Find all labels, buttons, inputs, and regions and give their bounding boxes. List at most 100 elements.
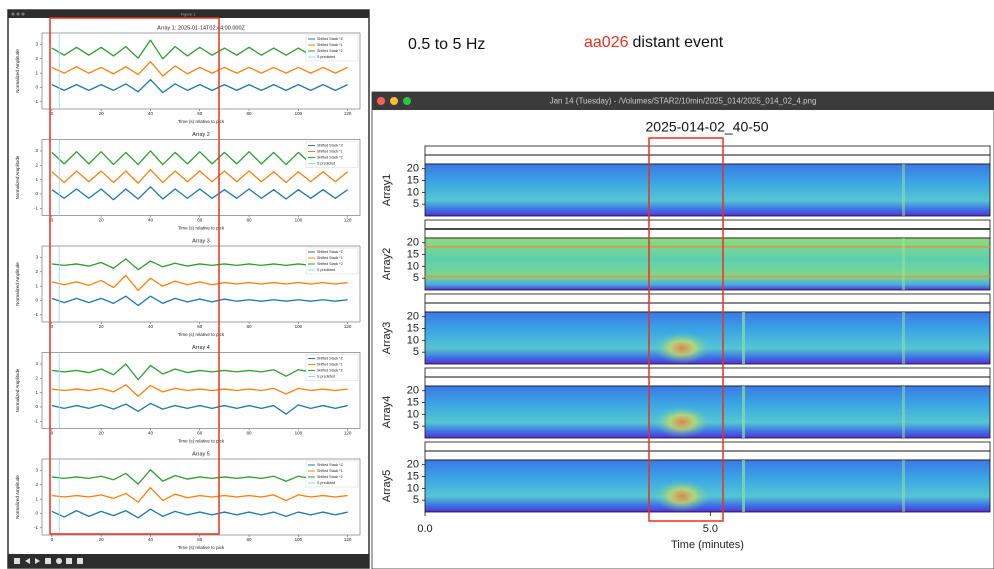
spectrogram: [425, 312, 990, 364]
transient: [902, 386, 905, 438]
y-axis-label: Normalized Amplitude: [15, 368, 20, 412]
y-tick-label: 20: [407, 385, 419, 397]
y-axis-label: Normalized Amplitude: [15, 475, 20, 519]
y-tick-label: 5: [413, 494, 419, 506]
window-button[interactable]: [21, 12, 24, 15]
x-tick-label: 20: [99, 537, 105, 542]
window-button[interactable]: [16, 12, 19, 15]
y-tick-label: 15: [407, 248, 419, 260]
x-axis-label: Time (s) relative to pick: [178, 332, 225, 337]
x-tick-label: 120: [344, 537, 352, 542]
home-button[interactable]: [14, 558, 20, 564]
x-tick-label: 100: [295, 431, 303, 436]
x-tick-label: 120: [344, 218, 352, 223]
x-tick-label: 0.0: [417, 523, 432, 535]
x-tick-label: 20: [99, 111, 105, 116]
y-tick-label: -1: [34, 206, 38, 211]
x-tick-label: 40: [148, 111, 154, 116]
transient: [742, 312, 745, 364]
pan-button[interactable]: [45, 558, 51, 564]
legend-label: Shifted Stack *Z: [317, 463, 344, 467]
event-energy: [654, 480, 710, 512]
x-tick-label: 20: [99, 431, 105, 436]
spectral-line: [425, 275, 990, 277]
y-tick-label: 10: [407, 482, 419, 494]
legend-label: Shifted Stack *Z: [317, 143, 344, 147]
save-button[interactable]: [77, 558, 83, 564]
x-tick-label: 40: [148, 324, 154, 329]
legend-label: Shifted Stack *2: [317, 475, 343, 479]
panel-title: Array 1: 2025-01-14T02:44:00.000Z: [157, 25, 245, 31]
event-id: aa026: [584, 34, 629, 51]
y-axis-label: Normalized Amplitude: [15, 49, 20, 93]
settings-button[interactable]: [66, 558, 72, 564]
x-tick-label: 100: [295, 111, 303, 116]
y-tick-label: 15: [407, 174, 419, 186]
y-tick-label: 20: [407, 163, 419, 175]
panel-title: Array 5: [192, 451, 210, 457]
plot-title: 2025-014-02_40-50: [646, 119, 769, 135]
x-tick-label: 60: [197, 431, 203, 436]
x-tick-label: 100: [295, 218, 303, 223]
y-tick-label: -1: [34, 312, 38, 317]
y-tick-label: 15: [407, 470, 419, 482]
x-tick-label: 120: [344, 431, 352, 436]
x-tick-label: 60: [197, 111, 203, 116]
minimize-button[interactable]: [390, 97, 398, 105]
figure-title: Figure 1: [181, 12, 196, 17]
x-tick-label: 80: [247, 218, 253, 223]
x-tick-label: 120: [344, 111, 352, 116]
toolbar: [8, 554, 369, 568]
window-button[interactable]: [11, 12, 14, 15]
y-tick-label: 10: [407, 408, 419, 420]
x-tick-label: 60: [197, 218, 203, 223]
transient: [902, 312, 905, 364]
panel-title: Array 4: [192, 345, 210, 351]
y-tick-label: 10: [407, 334, 419, 346]
transient: [742, 386, 745, 438]
legend-label: Shifted Stack *2: [317, 49, 343, 53]
x-tick-label: 60: [197, 537, 203, 542]
transient: [902, 460, 905, 512]
x-axis-label: Time (s) relative to pick: [178, 439, 225, 444]
event-label: aa026distant event: [584, 34, 724, 51]
x-axis-label: Time (s) relative to pick: [178, 545, 225, 550]
legend-label: Shifted Stack *2: [317, 262, 343, 266]
x-tick-label: 120: [344, 324, 352, 329]
transient: [742, 460, 745, 512]
transient: [902, 164, 905, 216]
spectrogram: [425, 164, 990, 216]
row-label: Array4: [381, 396, 393, 428]
close-button[interactable]: [377, 97, 385, 105]
y-tick-label: 5: [413, 198, 419, 210]
x-tick-label: 80: [247, 431, 253, 436]
spectral-line: [425, 246, 990, 248]
legend-label: S predicted: [317, 374, 335, 378]
legend-label: S predicted: [317, 481, 335, 485]
zoom-window-button[interactable]: [403, 97, 411, 105]
x-tick-label: 60: [197, 324, 203, 329]
y-tick-label: 15: [407, 396, 419, 408]
legend-label: Shifted Stack *1: [317, 362, 343, 366]
page: { "annotations": {"band": "0.5 to 5 Hz",…: [0, 0, 994, 569]
y-axis-label: Normalized Amplitude: [15, 155, 20, 199]
x-tick-label: 80: [247, 537, 253, 542]
image-title: Jan 14 (Tuesday) - /Volumes/STAR2/10min/…: [550, 97, 817, 106]
x-tick-label: 80: [247, 324, 253, 329]
x-tick-label: 100: [295, 324, 303, 329]
spectrogram: [425, 386, 990, 438]
event-energy: [654, 332, 710, 364]
panel-title: Array 3: [192, 238, 210, 244]
x-tick-label: 5.0: [703, 523, 718, 535]
legend-label: Shifted Stack *2: [317, 155, 343, 159]
x-axis-label: Time (s) relative to pick: [178, 119, 225, 124]
legend-label: Shifted Stack *1: [317, 256, 343, 260]
zoom-button[interactable]: [56, 558, 62, 564]
y-tick-label: 5: [413, 272, 419, 284]
y-tick-label: -1: [34, 99, 38, 104]
row-label: Array2: [381, 248, 393, 280]
legend-label: Shifted Stack *Z: [317, 37, 344, 41]
x-tick-label: 80: [247, 111, 253, 116]
legend-label: Shifted Stack *1: [317, 43, 343, 47]
legend-label: Shifted Stack *Z: [317, 356, 344, 360]
